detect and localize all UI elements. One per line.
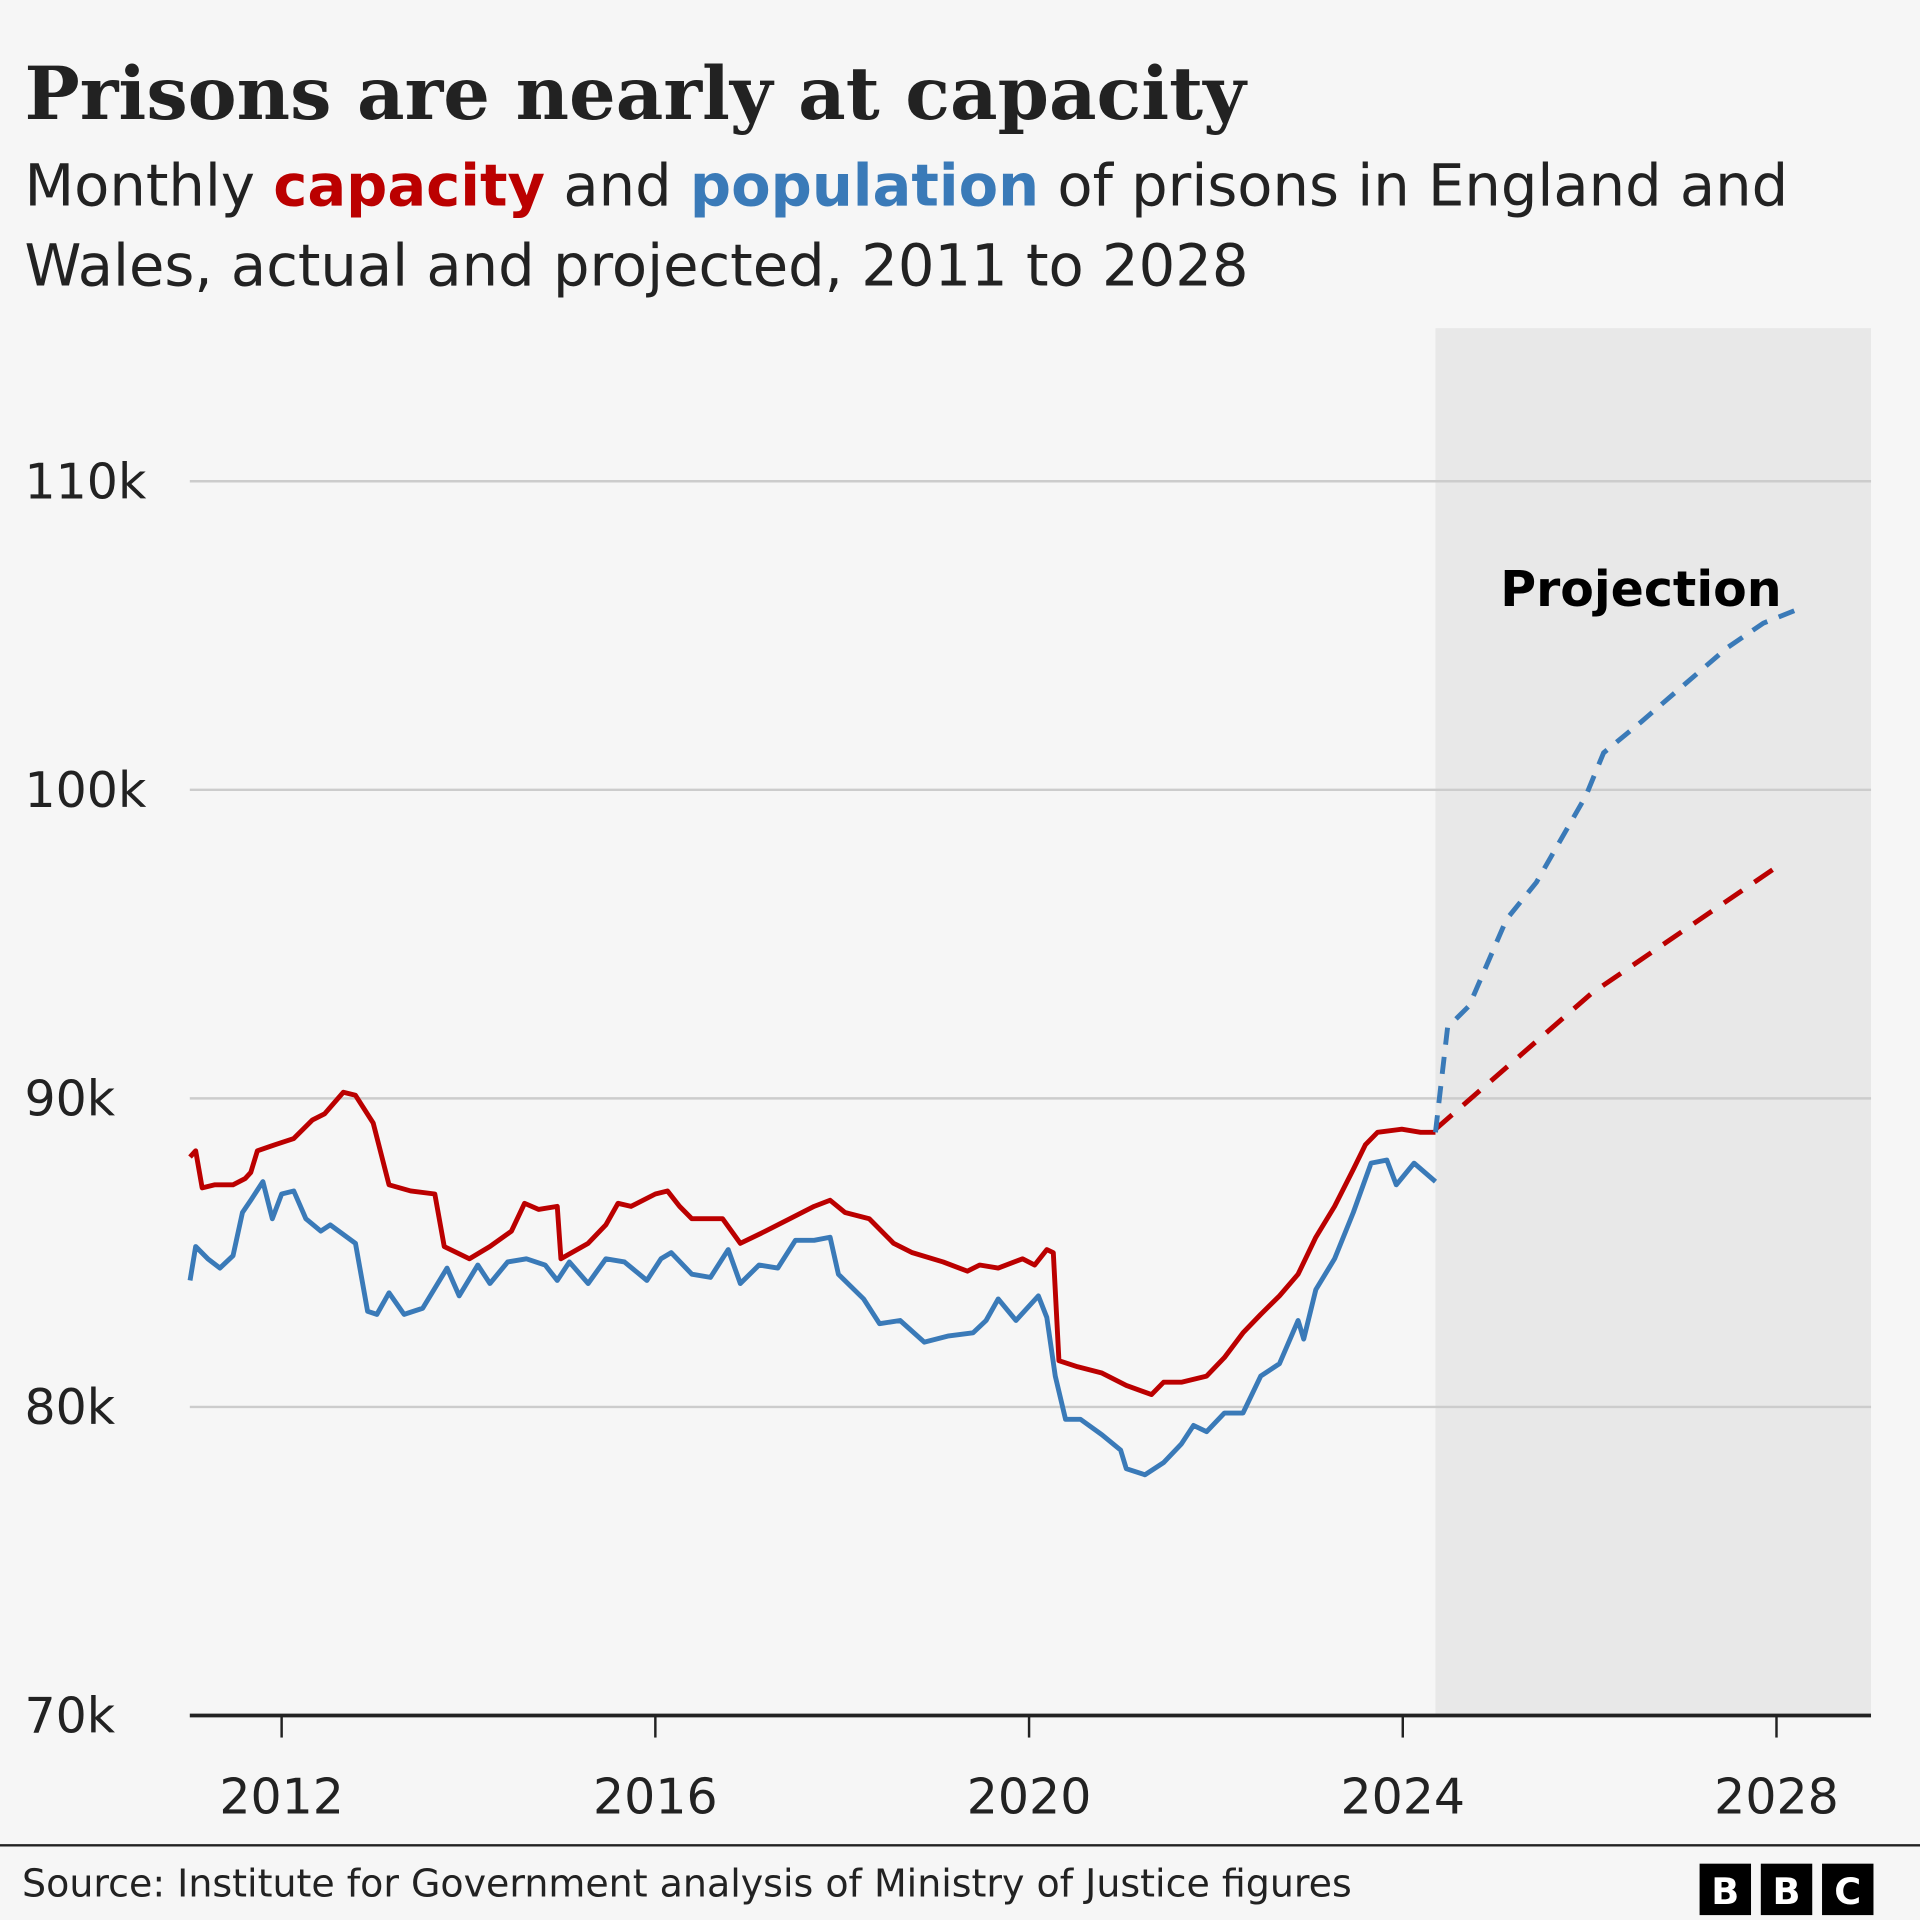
series-line-population-projected — [1433, 608, 1796, 1133]
subtitle-part: of prisons in England and — [1039, 153, 1788, 220]
x-tick-label: 2020 — [967, 1768, 1092, 1825]
svg-text:B: B — [1773, 1870, 1801, 1913]
chart-title: Prisons are nearly at capacity — [24, 51, 1248, 137]
projection-annotation: Projection — [1500, 561, 1781, 618]
plot-area: 70k 80k 90k 100k 110k 2012 2016 2020 2024 2028 — [24, 328, 1872, 1825]
x-tick-label: 2012 — [219, 1768, 344, 1825]
subtitle-capacity-legend: capacity — [273, 153, 545, 220]
x-tick-label: 2016 — [593, 1768, 718, 1825]
x-tick-label: 2028 — [1714, 1768, 1839, 1825]
subtitle-population-legend: population — [690, 153, 1039, 220]
series-line-population — [187, 1157, 1438, 1478]
y-tick-label: 110k — [24, 453, 146, 510]
chart-subtitle-line2: Wales, actual and projected, 2011 to 202… — [24, 232, 1248, 299]
x-tick-label: 2024 — [1340, 1768, 1465, 1825]
svg-text:B: B — [1711, 1870, 1739, 1913]
y-tick-label: 90k — [24, 1071, 115, 1128]
svg-text:C: C — [1834, 1870, 1861, 1913]
chart-subtitle-line1: Monthly capacity and population of priso… — [24, 153, 1788, 220]
y-tick-label: 80k — [24, 1379, 115, 1436]
y-tick-label: 70k — [24, 1688, 115, 1745]
y-tick-label: 100k — [24, 762, 146, 819]
source-note: Source: Institute for Government analysi… — [22, 1862, 1352, 1906]
projection-shade — [1435, 328, 1872, 1716]
series-line-capacity — [188, 1089, 1436, 1398]
subtitle-part: and — [545, 153, 690, 220]
bbc-logo: B B C — [1699, 1863, 1874, 1916]
subtitle-part: Monthly — [24, 153, 273, 220]
